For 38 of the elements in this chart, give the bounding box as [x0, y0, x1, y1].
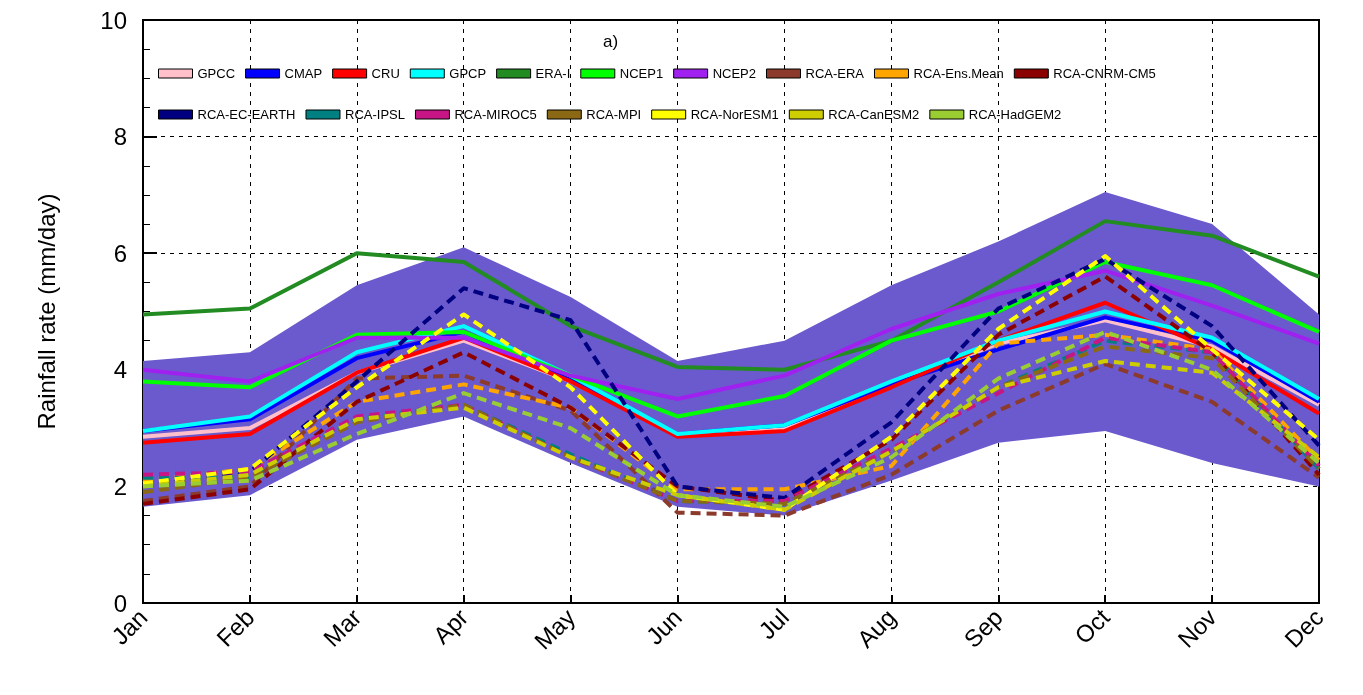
y-tick-label: 0 [113, 589, 127, 617]
x-tick-label: May [529, 603, 581, 655]
legend-label: RCA-ERA [805, 66, 865, 81]
x-tick-label: Mar [318, 603, 367, 652]
legend-label: NCEP1 [619, 66, 664, 81]
legend-label: GPCC [197, 66, 236, 81]
x-tick-label: Sep [958, 603, 1008, 653]
y-tick-label: 6 [113, 239, 127, 267]
y-axis-title: Rainfall rate (mm/day) [32, 193, 60, 430]
legend-label: RCA-CNRM-CM5 [1053, 66, 1156, 81]
x-tick-label: Oct [1069, 603, 1115, 649]
y-tick-label: 4 [113, 356, 127, 384]
line-series [141, 268, 1321, 401]
y-tick-label: 8 [113, 123, 127, 151]
x-tick-label: Jun [640, 603, 688, 650]
legend-label: RCA-EC-EARTH [197, 107, 296, 122]
x-tick-label: Apr [427, 603, 474, 649]
legend-label: CMAP [284, 66, 323, 81]
legend-label: RCA-IPSL [344, 107, 405, 122]
legend-label: RCA-NorESM1 [690, 107, 779, 122]
legend-label: ERA-I [535, 66, 571, 81]
y-tick-label: 2 [113, 472, 127, 500]
legend-label: GPCP [449, 66, 487, 81]
legend-label: RCA-HadGEM2 [968, 107, 1062, 122]
legend-label: RCA-CanESM2 [828, 107, 920, 122]
x-tick-label: Nov [1172, 603, 1222, 653]
legend-label: RCA-Ens.Mean [913, 66, 1004, 81]
x-tick-label: Dec [1279, 603, 1329, 653]
legend-label: CRU [371, 66, 400, 81]
x-tick-label: Feb [211, 603, 260, 652]
text: a) [603, 32, 619, 51]
legend-label: RCA-MPI [586, 107, 642, 122]
x-tick-label: Jul [753, 603, 794, 645]
legend-label: RCA-MIROC5 [454, 107, 537, 122]
legend-label: NCEP2 [712, 66, 756, 81]
line-series [141, 219, 1321, 372]
y-tick-label: 10 [100, 6, 127, 34]
x-tick-label: Aug [851, 603, 901, 653]
